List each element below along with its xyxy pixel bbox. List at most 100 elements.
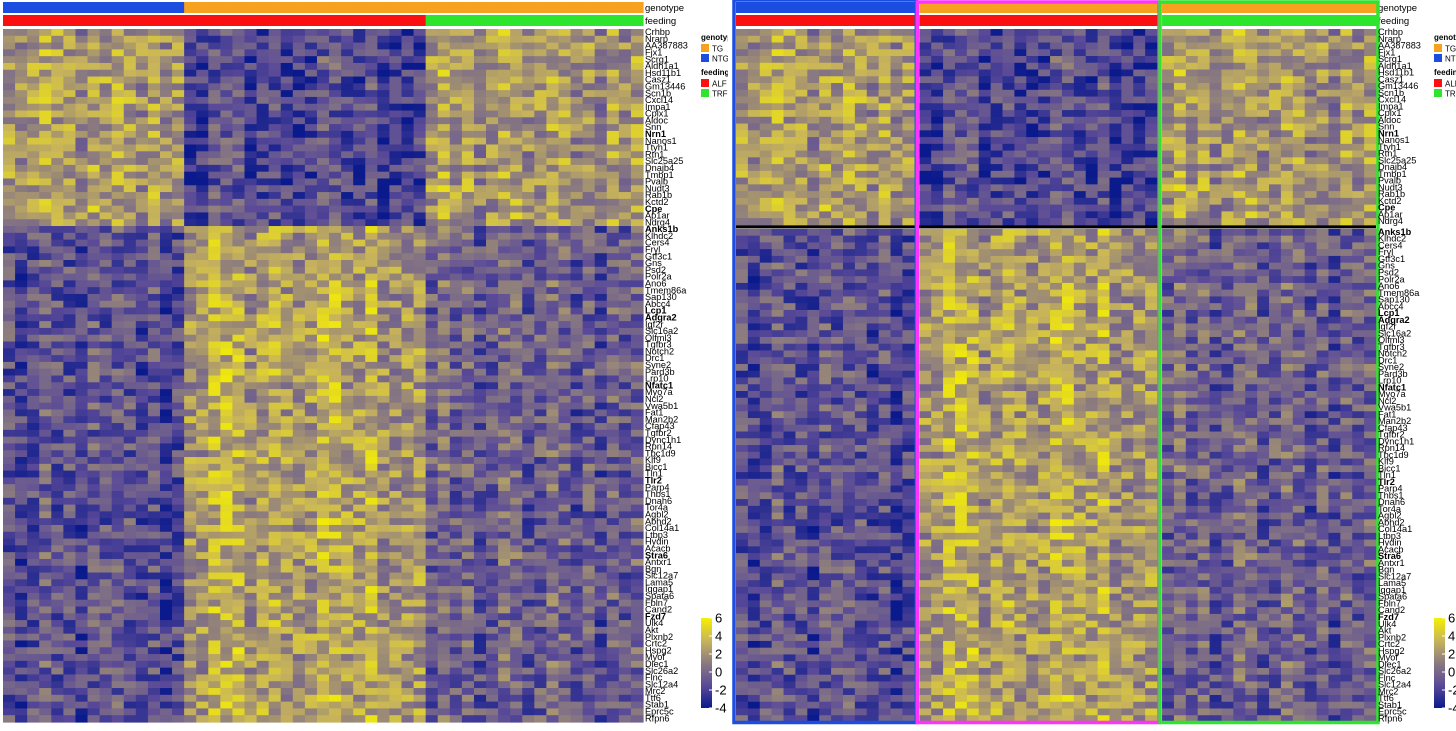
heatmap-cell	[172, 158, 185, 166]
heatmap-cell	[449, 124, 463, 132]
heatmap-cell	[522, 613, 535, 621]
heatmap-cell	[401, 531, 415, 540]
heatmap-cell	[461, 395, 475, 404]
heatmap-cell	[630, 239, 644, 248]
heatmap-cell	[630, 212, 644, 220]
heatmap-cell	[3, 164, 16, 173]
heatmap-cell	[232, 470, 246, 479]
heatmap-cell	[546, 110, 560, 118]
heatmap-cell	[546, 613, 560, 621]
heatmap-cell	[3, 538, 16, 546]
heatmap-cell	[15, 90, 28, 98]
heatmap-cell	[147, 491, 161, 499]
heatmap-cell	[111, 524, 125, 533]
heatmap-cell	[546, 273, 560, 281]
heatmap-cell	[389, 423, 403, 431]
heatmap-cell	[220, 341, 234, 349]
heatmap-cell	[15, 334, 28, 343]
heatmap-cell	[280, 130, 294, 139]
heatmap-cell	[87, 633, 101, 642]
heatmap-cell	[304, 205, 318, 214]
heatmap-cell	[461, 56, 475, 64]
heatmap-cell	[196, 164, 209, 173]
genotype-annotation-cell	[570, 2, 584, 13]
heatmap-cell	[425, 531, 439, 540]
heatmap-cell	[292, 287, 306, 295]
heatmap-cell	[437, 49, 451, 57]
heatmap-cell	[365, 69, 378, 78]
heatmap-cell	[304, 470, 318, 479]
heatmap-cell	[377, 484, 391, 492]
heatmap-cell	[123, 368, 137, 377]
heatmap-cell	[316, 518, 330, 526]
heatmap-cell	[425, 300, 439, 309]
heatmap-cell	[449, 626, 463, 635]
heatmap-cell	[111, 260, 125, 268]
heatmap-cell	[498, 463, 511, 472]
heatmap-cell	[413, 402, 427, 411]
heatmap-cell	[353, 409, 366, 417]
heatmap-cell	[123, 110, 137, 118]
heatmap-cell	[135, 110, 149, 118]
heatmap-cell	[87, 198, 101, 207]
heatmap-cell	[184, 497, 197, 506]
heatmap-cell	[232, 511, 246, 519]
heatmap-cell	[522, 29, 535, 37]
heatmap-cell	[618, 76, 632, 84]
heatmap-cell	[27, 29, 40, 37]
heatmap-cell	[570, 266, 584, 275]
heatmap-cell	[220, 375, 234, 383]
heatmap-cell	[594, 450, 608, 458]
heatmap-cell	[184, 90, 197, 98]
heatmap-cell	[558, 355, 572, 363]
heatmap-cell	[172, 450, 185, 458]
heatmap-cell	[15, 395, 28, 404]
heatmap-cell	[63, 579, 77, 587]
heatmap-cell	[208, 484, 221, 492]
heatmap-cell	[268, 239, 282, 248]
heatmap-cell	[220, 524, 234, 533]
heatmap-cell	[316, 348, 330, 356]
heatmap-cell	[232, 192, 246, 200]
heatmap-cell	[147, 253, 161, 261]
heatmap-cell	[87, 212, 101, 220]
heatmap-cell	[329, 361, 342, 370]
heatmap-cell	[15, 164, 28, 173]
heatmap-cell	[606, 647, 620, 655]
heatmap-cell	[172, 29, 185, 37]
heatmap-cell	[425, 504, 439, 512]
heatmap-cell	[570, 450, 584, 458]
heatmap-cell	[27, 158, 40, 166]
heatmap-cell	[99, 260, 113, 268]
heatmap-cell	[51, 96, 64, 105]
heatmap-cell	[232, 124, 246, 132]
heatmap-cell	[232, 29, 246, 37]
heatmap-cell	[341, 76, 354, 84]
heatmap-cell	[123, 538, 137, 546]
heatmap-cell	[220, 219, 234, 227]
heatmap-cell	[256, 56, 270, 64]
heatmap-cell	[51, 586, 64, 594]
heatmap-cell	[413, 368, 427, 377]
heatmap-cell	[522, 429, 535, 438]
heatmap-cell	[425, 626, 439, 635]
heatmap-cell	[522, 565, 535, 574]
heatmap-cell	[522, 497, 535, 506]
heatmap-cell	[413, 29, 427, 37]
heatmap-cell	[99, 273, 113, 281]
heatmap-cell	[630, 314, 644, 322]
heatmap-cell	[159, 56, 173, 64]
heatmap-cell	[558, 144, 572, 152]
heatmap-cell	[159, 321, 173, 329]
heatmap-cell	[558, 56, 572, 64]
heatmap-cell	[329, 565, 342, 574]
heatmap-cell	[75, 382, 89, 390]
heatmap-cell	[534, 29, 547, 37]
heatmap-cell	[268, 280, 282, 288]
feeding-annotation-cell	[123, 15, 137, 26]
heatmap-cell	[546, 35, 560, 44]
heatmap-cell	[425, 103, 439, 112]
heatmap-cell	[39, 90, 52, 98]
heatmap-cell	[232, 171, 246, 180]
heatmap-cell	[377, 273, 391, 281]
